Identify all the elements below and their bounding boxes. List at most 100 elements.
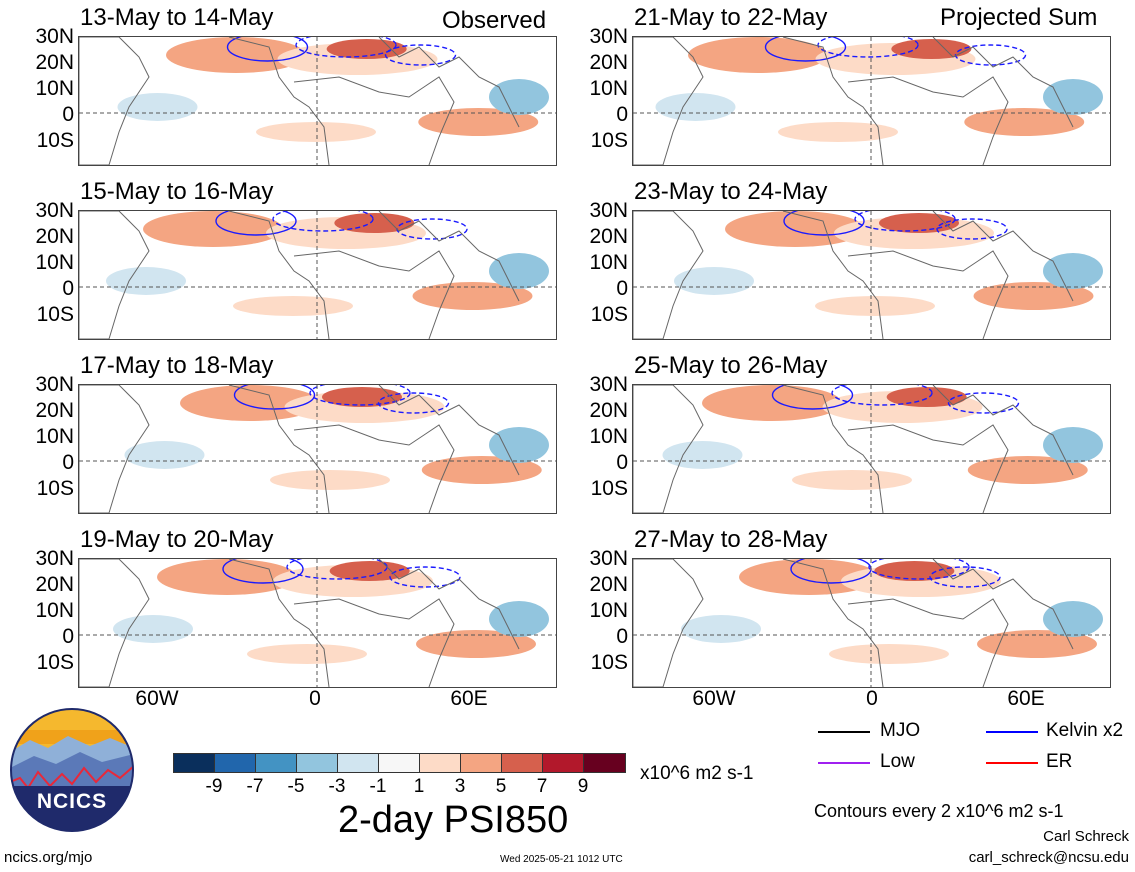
lat-label: 20N — [589, 573, 628, 596]
lat-label: 10N — [589, 599, 628, 622]
legend-label-kelvin: Kelvin x2 — [1046, 720, 1124, 741]
lat-label: 10S — [590, 303, 628, 326]
colorbar-swatch — [255, 753, 297, 773]
panel-title-r4: 27-May to 28-May — [634, 526, 828, 553]
panel-title-r1: 21-May to 22-May — [634, 4, 828, 31]
lat-label: 10S — [590, 129, 628, 152]
lat-label: 20N — [35, 225, 74, 248]
lat-label: 0 — [62, 451, 74, 474]
legend-line-kelvin — [986, 731, 1038, 733]
lat-label: 10N — [35, 77, 74, 100]
colorbar-title: 2-day PSI850 — [338, 799, 569, 841]
map-panel — [78, 384, 557, 514]
colorbar-tick-label: -1 — [369, 776, 387, 797]
lon-label: 0 — [309, 687, 321, 710]
lat-label: 10N — [35, 251, 74, 274]
lon-label: 60E — [1007, 687, 1045, 710]
panel-title-l1: 13-May to 14-May — [80, 4, 274, 31]
colorbar-tick-label: 5 — [495, 776, 507, 797]
lat-label: 10S — [36, 129, 74, 152]
colorbar-tick-label: -9 — [205, 776, 223, 797]
colorbar-swatch — [173, 753, 215, 773]
colorbar-swatch — [583, 753, 626, 773]
lat-label: 10N — [589, 77, 628, 100]
lon-label: 60W — [692, 687, 736, 710]
lat-label: 0 — [616, 277, 628, 300]
colorbar-swatch — [378, 753, 420, 773]
lat-label: 30N — [35, 199, 74, 222]
projected-sum-label: Projected Sum — [940, 4, 1098, 31]
panel-title-l3: 17-May to 18-May — [80, 352, 274, 379]
colorbar-units: x10^6 m2 s-1 — [640, 763, 754, 784]
colorbar-tick-label: 1 — [413, 776, 425, 797]
colorbar-tick-label: 3 — [454, 776, 466, 797]
lat-label: 10S — [590, 477, 628, 500]
legend-label-er: ER — [1046, 751, 1073, 772]
author-email[interactable]: carl_schreck@ncsu.edu — [968, 849, 1129, 866]
colorbar-tick-label: 7 — [536, 776, 548, 797]
lat-label: 20N — [35, 51, 74, 74]
lat-label: 30N — [35, 373, 74, 396]
colorbar-swatch — [419, 753, 461, 773]
lat-label: 10N — [589, 251, 628, 274]
colorbar-tick-label: -5 — [287, 776, 305, 797]
lat-label: 10N — [589, 425, 628, 448]
observed-label: Observed — [442, 7, 547, 34]
map-panel — [632, 384, 1111, 514]
lat-label: 10N — [35, 599, 74, 622]
map-panel — [632, 210, 1111, 340]
colorbar-swatch — [337, 753, 379, 773]
lat-label: 10N — [35, 425, 74, 448]
lat-label: 10S — [36, 651, 74, 674]
legend-line-mjo — [818, 731, 870, 733]
lat-label: 30N — [35, 25, 74, 48]
colorbar-swatch — [501, 753, 543, 773]
lat-label: 30N — [589, 373, 628, 396]
map-panel — [632, 36, 1111, 166]
colorbar-tick-label: -7 — [246, 776, 264, 797]
ncics-logo: NCICS — [10, 708, 134, 832]
lat-label: 10S — [590, 651, 628, 674]
lon-label: 60W — [135, 687, 179, 710]
lat-label: 30N — [35, 547, 74, 570]
colorbar-swatch — [460, 753, 502, 773]
map-panel — [78, 558, 557, 688]
map-panel — [632, 558, 1111, 688]
legend-label-mjo: MJO — [880, 720, 921, 741]
logo-text: NCICS — [36, 790, 108, 813]
legend-line-er — [986, 762, 1038, 764]
author: Carl Schreck — [1043, 828, 1129, 845]
panel-title-l2: 15-May to 16-May — [80, 178, 274, 205]
colorbar-swatch — [214, 753, 256, 773]
colorbar-swatch — [542, 753, 584, 773]
colorbar-tick-label: 9 — [577, 776, 589, 797]
contour-note: Contours every 2 x10^6 m2 s-1 — [814, 801, 1064, 821]
panel-title-r2: 23-May to 24-May — [634, 178, 828, 205]
lat-label: 20N — [35, 399, 74, 422]
lon-label: 60E — [450, 687, 488, 710]
lat-label: 20N — [589, 399, 628, 422]
lat-label: 0 — [62, 625, 74, 648]
lat-label: 0 — [616, 625, 628, 648]
lat-label: 30N — [589, 547, 628, 570]
lat-label: 0 — [62, 277, 74, 300]
lat-label: 20N — [589, 51, 628, 74]
lat-label: 10S — [36, 303, 74, 326]
lon-label: 0 — [866, 687, 878, 710]
colorbar-tick-label: -3 — [328, 776, 346, 797]
map-panel — [78, 210, 557, 340]
lat-label: 10S — [36, 477, 74, 500]
legend-label-low: Low — [880, 751, 915, 772]
lat-label: 20N — [35, 573, 74, 596]
lat-label: 30N — [589, 25, 628, 48]
panel-title-r3: 25-May to 26-May — [634, 352, 828, 379]
lat-label: 30N — [589, 199, 628, 222]
panel-title-l4: 19-May to 20-May — [80, 526, 274, 553]
lat-label: 20N — [589, 225, 628, 248]
lat-label: 0 — [616, 451, 628, 474]
colorbar-swatch — [296, 753, 338, 773]
lat-label: 0 — [62, 103, 74, 126]
legend-line-low — [818, 762, 870, 764]
lat-label: 0 — [616, 103, 628, 126]
site-link[interactable]: ncics.org/mjo — [4, 849, 93, 866]
